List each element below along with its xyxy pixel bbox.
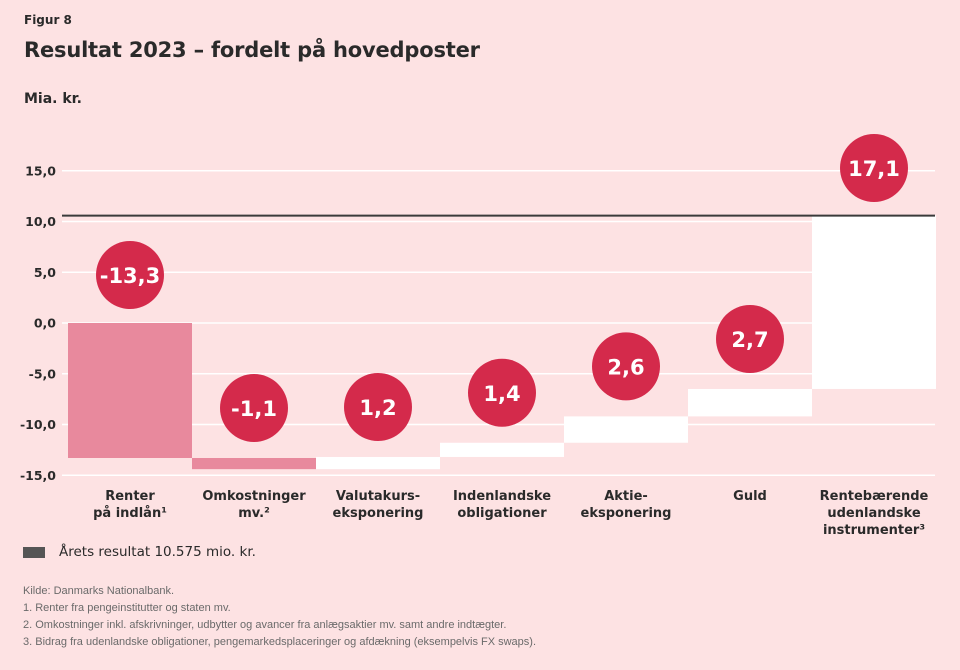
x-category-label: Rentebærende udenlandske instrumenter³ xyxy=(812,488,936,539)
y-tick-label: 10,0 xyxy=(25,214,56,229)
x-category-label: Omkostninger mv.² xyxy=(192,488,316,522)
y-tick-label: 0,0 xyxy=(34,316,56,331)
value-bubble: 2,7 xyxy=(716,304,784,373)
y-tick-label: -5,0 xyxy=(29,366,57,381)
bar xyxy=(316,456,440,470)
x-category-label-line: Indenlandske xyxy=(452,489,552,504)
data-label: 1,4 xyxy=(483,382,520,406)
bubble-circle xyxy=(592,332,660,401)
y-axis-ticks: 15,0 10,0 5,0 0,0 -5,0 -10,0 -15,0 xyxy=(20,163,56,483)
bubble-circle xyxy=(220,373,288,442)
bar xyxy=(688,388,812,417)
value-bubble: 1,4 xyxy=(468,358,536,427)
x-category-label-line: Guld xyxy=(733,489,767,504)
x-category-label-line: på indlån¹ xyxy=(93,506,167,521)
x-category-label-line: Aktie- xyxy=(604,489,648,504)
bubble-circle xyxy=(344,372,412,441)
bar xyxy=(812,215,936,389)
x-category-label-line: Valutakurs- xyxy=(335,489,421,504)
value-bubbles: -13,3 -1,1 1,2 1,4 2,6 2,7 17,1 xyxy=(96,134,908,442)
value-bubble: -1,1 xyxy=(220,373,288,442)
x-category-label-line: eksponering xyxy=(332,506,424,521)
source-note: Kilde: Danmarks Nationalbank. xyxy=(23,585,175,597)
y-tick-label: -15,0 xyxy=(20,468,56,483)
y-tick-label: 15,0 xyxy=(25,163,56,178)
legend-label: Årets resultat 10.575 mio. kr. xyxy=(59,544,256,560)
footnote-1: 1. Renter fra pengeinstitutter og staten… xyxy=(23,602,231,614)
x-category-label: Aktie-eksponering xyxy=(564,488,688,522)
value-bubble: -13,3 xyxy=(96,241,164,309)
x-category-label: Indenlandske obligationer xyxy=(440,488,564,522)
x-category-label: Guld xyxy=(688,488,812,505)
data-label: 17,1 xyxy=(848,157,900,181)
data-label: 1,2 xyxy=(359,396,396,420)
bubble-circle xyxy=(468,358,536,427)
x-category-label-line: mv.² xyxy=(238,506,270,521)
data-label: -1,1 xyxy=(231,397,277,421)
bar xyxy=(68,323,192,458)
value-bubble: 2,6 xyxy=(592,332,660,401)
x-category-label-line: Omkostninger xyxy=(202,489,306,504)
footnotes: Kilde: Danmarks Nationalbank. 1. Renter … xyxy=(23,583,536,651)
value-bubble: 17,1 xyxy=(840,134,908,202)
legend-swatch xyxy=(23,546,45,558)
legend: Årets resultat 10.575 mio. kr. xyxy=(23,544,256,560)
x-category-label-line: instrumenter³ xyxy=(822,523,926,538)
bars xyxy=(68,215,936,470)
bar xyxy=(564,416,688,443)
footnote-2: 2. Omkostninger inkl. afskrivninger, udb… xyxy=(23,619,507,631)
data-label: -13,3 xyxy=(100,264,161,288)
x-category-label-line: Rentebærende xyxy=(819,489,929,504)
waterfall-chart: 15,0 10,0 5,0 0,0 -5,0 -10,0 -15,0 -13,3 -1,1 1,… xyxy=(20,134,936,483)
bubble-circle xyxy=(716,304,784,373)
x-category-label-line: eksponering xyxy=(580,506,672,521)
x-category-label-line: obligationer xyxy=(457,506,547,521)
x-category-label-line: Renter xyxy=(105,489,155,504)
bar xyxy=(192,457,316,470)
y-axis-unit-label: Mia. kr. xyxy=(24,91,82,107)
x-category-label: Renter på indlån¹ xyxy=(68,488,192,522)
data-label: 2,7 xyxy=(731,328,768,352)
bubble-circle xyxy=(96,241,164,309)
y-tick-label: -10,0 xyxy=(20,417,56,432)
y-tick-label: 5,0 xyxy=(34,265,56,280)
chart-title: Resultat 2023 – fordelt på hovedposter xyxy=(24,38,480,62)
footnote-3: 3. Bidrag fra udenlandske obligationer, … xyxy=(23,636,537,648)
bar xyxy=(440,442,564,457)
x-category-label-line: udenlandske xyxy=(827,506,921,521)
bubble-circle xyxy=(840,134,908,202)
data-label: 2,6 xyxy=(607,355,644,379)
figure-label: Figur 8 xyxy=(24,13,72,27)
x-category-label: Valutakurs-eksponering xyxy=(316,488,440,522)
value-bubble: 1,2 xyxy=(344,372,412,441)
